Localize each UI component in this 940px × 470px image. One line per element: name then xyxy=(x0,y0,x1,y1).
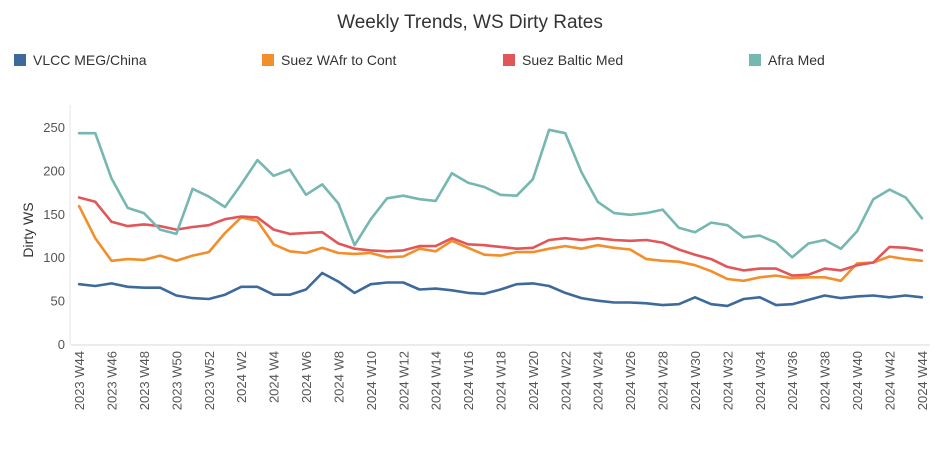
series-line-afra-med[interactable] xyxy=(77,128,924,259)
x-tick-label: 2024 W22 xyxy=(558,351,573,410)
legend: VLCC MEG/China Suez WAfr to Cont Suez Ba… xyxy=(0,52,940,72)
x-tick-label: 2024 W12 xyxy=(396,351,411,410)
axes xyxy=(69,105,930,346)
chart-title: Weekly Trends, WS Dirty Rates xyxy=(337,12,603,33)
y-tick-label: 0 xyxy=(58,337,65,352)
x-tick-labels: 2023 W44 2023 W46 2023 W48 2023 W50 2023 W52… xyxy=(72,351,930,410)
x-tick-label: 2024 W18 xyxy=(494,351,509,410)
legend-label-vlcc: VLCC MEG/China xyxy=(33,52,147,68)
x-tick-label: 2024 W34 xyxy=(753,351,768,410)
x-tick-label: 2023 W46 xyxy=(105,351,120,410)
x-tick-label: 2024 W10 xyxy=(364,351,379,410)
x-tick-label: 2024 W16 xyxy=(461,351,476,410)
x-tick-label: 2023 W50 xyxy=(169,351,184,410)
legend-label-suez-baltic: Suez Baltic Med xyxy=(522,52,624,68)
y-axis-label: Dirty WS xyxy=(20,202,36,257)
x-tick-label: 2023 W48 xyxy=(137,351,152,410)
x-tick-label: 2024 W8 xyxy=(331,351,346,403)
x-tick-label: 2024 W24 xyxy=(591,351,606,410)
legend-swatch-afra-med xyxy=(749,54,761,66)
x-tick-label: 2024 W14 xyxy=(429,351,444,410)
legend-swatch-suez-wafr xyxy=(262,54,274,66)
x-tick-label: 2024 W32 xyxy=(720,351,735,410)
x-tick-label: 2024 W2 xyxy=(234,351,249,403)
legend-item-suez-baltic[interactable]: Suez Baltic Med xyxy=(503,52,623,68)
x-tick-label: 2024 W30 xyxy=(688,351,703,410)
x-tick-label: 2024 W36 xyxy=(785,351,800,410)
x-tick-label: 2024 W26 xyxy=(623,351,638,410)
legend-swatch-vlcc xyxy=(14,54,26,66)
x-tick-label: 2024 W28 xyxy=(656,351,671,410)
legend-item-afra-med[interactable]: Afra Med xyxy=(749,52,825,68)
y-tick-label: 250 xyxy=(43,120,65,135)
y-tick-label: 100 xyxy=(43,250,65,265)
series-lines xyxy=(77,128,924,308)
legend-swatch-suez-baltic xyxy=(503,54,515,66)
legend-item-suez-wafr[interactable]: Suez WAfr to Cont xyxy=(262,52,396,68)
legend-label-suez-wafr: Suez WAfr to Cont xyxy=(281,52,397,68)
x-tick-label: 2024 W38 xyxy=(818,351,833,410)
x-tick-label: 2024 W44 xyxy=(915,351,930,410)
series-line-suez-baltic-med[interactable] xyxy=(77,196,924,277)
y-tick-label: 200 xyxy=(43,163,65,178)
y-tick-labels: 0 50 100 150 200 250 xyxy=(43,120,65,352)
legend-item-vlcc[interactable]: VLCC MEG/China xyxy=(14,52,147,68)
x-tick-label: 2024 W6 xyxy=(299,351,314,403)
x-tick-label: 2023 W44 xyxy=(72,351,87,410)
series-line-suez-wafr-to-cont[interactable] xyxy=(77,204,924,283)
x-tick-label: 2023 W52 xyxy=(202,351,217,410)
legend-label-afra-med: Afra Med xyxy=(768,52,825,68)
series-line-vlcc-meg-china[interactable] xyxy=(77,271,924,308)
y-tick-label: 150 xyxy=(43,207,65,222)
y-tick-label: 50 xyxy=(51,294,65,309)
x-tick-label: 2024 W20 xyxy=(526,351,541,410)
x-tick-label: 2024 W4 xyxy=(267,351,282,403)
x-tick-label: 2024 W42 xyxy=(882,351,897,410)
x-tick-label: 2024 W40 xyxy=(850,351,865,410)
